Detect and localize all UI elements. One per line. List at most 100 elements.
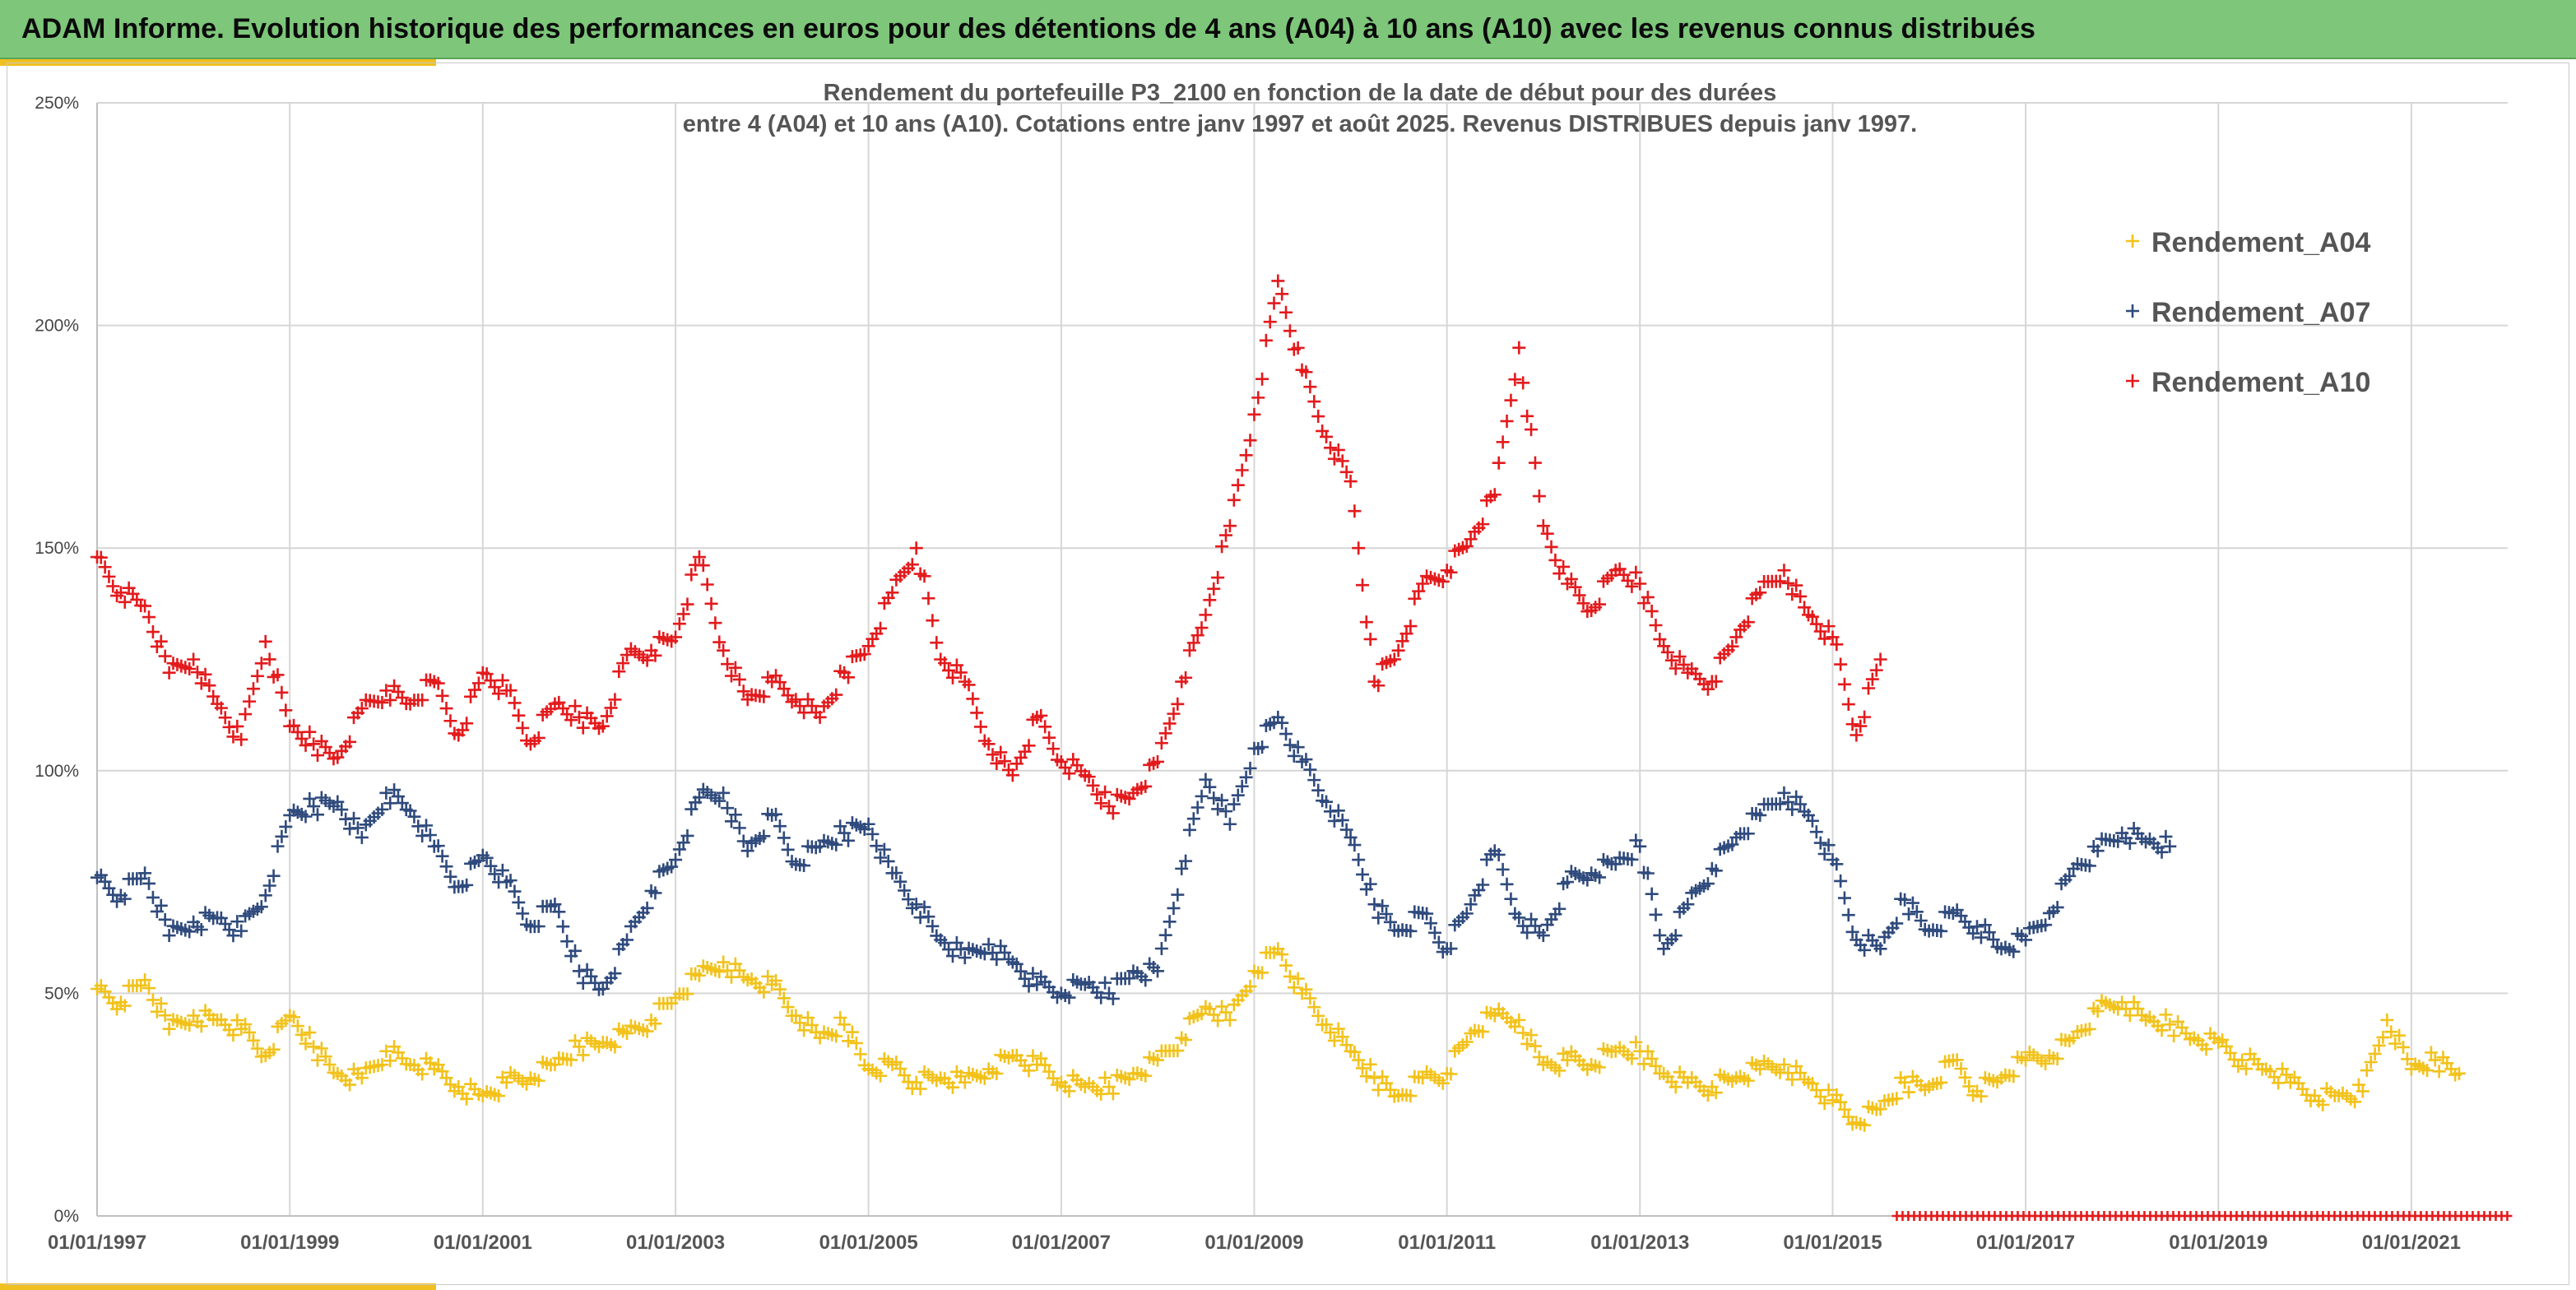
series-a04-point bbox=[2360, 1064, 2374, 1078]
series-a04-point bbox=[2091, 1005, 2105, 1019]
series-a04-point bbox=[1520, 1037, 1534, 1051]
series-a07-point bbox=[1830, 857, 1844, 871]
series-a07-point bbox=[2039, 918, 2053, 932]
series-a07-point bbox=[640, 901, 654, 915]
series-a04-point bbox=[1367, 1071, 1381, 1085]
series-a04-point bbox=[2167, 1028, 2181, 1042]
series-a10-point bbox=[464, 689, 478, 703]
series-a07-point bbox=[1195, 789, 1209, 803]
series-a10-point bbox=[531, 731, 545, 745]
series-a07-point bbox=[350, 821, 364, 835]
series-a04-point bbox=[1974, 1089, 1988, 1103]
series-a07-point bbox=[829, 838, 843, 851]
series-a07-point bbox=[1235, 779, 1249, 793]
series-a10-point bbox=[1673, 650, 1687, 664]
series-a10-point bbox=[1215, 540, 1229, 554]
series-a10-point bbox=[355, 702, 369, 716]
y-tick-label: 50% bbox=[44, 984, 79, 1003]
series-a07-point bbox=[938, 936, 952, 950]
series-a07-point bbox=[1139, 973, 1153, 987]
series-a07-point bbox=[331, 795, 345, 809]
series-a07-point bbox=[1203, 780, 1217, 794]
series-a10-point bbox=[813, 710, 827, 724]
series-a10-point bbox=[1182, 643, 1196, 657]
series-a07-point bbox=[1191, 800, 1204, 814]
series-a10-point bbox=[1777, 564, 1791, 578]
banner-title: ADAM Informe. Evolution historique des p… bbox=[21, 13, 2036, 44]
series-a10-point bbox=[226, 730, 240, 744]
series-a10-point bbox=[712, 635, 726, 649]
series-a04-point bbox=[1022, 1064, 1036, 1078]
series-a07-point bbox=[1335, 813, 1349, 827]
series-a04-point bbox=[680, 987, 694, 1001]
series-a07-point bbox=[838, 826, 852, 840]
series-a04-point bbox=[2432, 1065, 2446, 1079]
series-a10-point bbox=[1496, 435, 1510, 449]
series-a04-point bbox=[853, 1047, 867, 1061]
series-a07-point bbox=[439, 860, 453, 874]
series-a04-point bbox=[2400, 1052, 2414, 1066]
series-a10-point bbox=[243, 694, 257, 708]
series-a10-point bbox=[1729, 630, 1743, 644]
series-a04-point bbox=[1629, 1035, 1643, 1049]
series-a10-point bbox=[994, 745, 1008, 759]
series-a10-point bbox=[793, 699, 807, 713]
series-a07-point bbox=[909, 898, 923, 912]
series-a10-point bbox=[1858, 710, 1872, 724]
series-a04-point bbox=[721, 963, 735, 977]
series-a07-point bbox=[1834, 874, 1848, 888]
series-a07-point bbox=[1625, 852, 1639, 866]
series-a04-point bbox=[789, 1009, 803, 1023]
series-a10-point bbox=[383, 693, 397, 707]
series-a07-point bbox=[102, 881, 116, 895]
series-a07-point bbox=[2050, 900, 2064, 914]
series-a07-point bbox=[1287, 749, 1301, 763]
series-a07-point bbox=[1580, 873, 1594, 887]
series-a10-point bbox=[138, 599, 152, 613]
series-a04-point bbox=[572, 1040, 586, 1054]
series-a10-point bbox=[1873, 652, 1887, 666]
series-a10-point bbox=[1005, 768, 1019, 782]
series-a07-point bbox=[2082, 859, 2096, 873]
series-a10-point bbox=[777, 682, 791, 696]
series-a10-point bbox=[1243, 434, 1257, 448]
series-a04-point bbox=[1561, 1053, 1575, 1067]
series-a07-point bbox=[556, 920, 570, 934]
series-a07-point bbox=[495, 863, 509, 877]
series-a04-point bbox=[1637, 1057, 1651, 1071]
series-a07-point bbox=[1905, 896, 1919, 910]
series-a07-point bbox=[98, 875, 112, 889]
series-a10-point bbox=[1512, 341, 1526, 355]
series-a04-point bbox=[318, 1050, 332, 1064]
series-a07-point bbox=[692, 791, 706, 805]
series-a04-point bbox=[1934, 1075, 1948, 1089]
series-a07-point bbox=[1813, 836, 1827, 850]
series-a07-point bbox=[1701, 877, 1715, 891]
series-a04-point bbox=[2127, 995, 2141, 1009]
series-a04-point bbox=[2364, 1056, 2378, 1069]
series-a07-point bbox=[391, 790, 405, 804]
series-a04-point bbox=[460, 1092, 474, 1106]
series-a10-point bbox=[1363, 632, 1377, 646]
series-a10-point bbox=[569, 699, 583, 713]
series-a10-point bbox=[704, 596, 718, 610]
series-a07-point bbox=[1822, 838, 1836, 852]
series-a10-point bbox=[1171, 697, 1185, 711]
series-a10-point bbox=[1303, 380, 1317, 394]
series-a07-point bbox=[1902, 907, 1916, 921]
series-a07-point bbox=[665, 860, 679, 874]
series-a04-point bbox=[1785, 1073, 1799, 1087]
series-a04-point bbox=[797, 1023, 811, 1037]
series-a10-point bbox=[275, 685, 289, 699]
series-a04-point bbox=[648, 1017, 662, 1031]
series-a10-point bbox=[1179, 671, 1193, 684]
series-a07-point bbox=[1741, 827, 1755, 841]
series-a10-point bbox=[504, 684, 518, 698]
series-a07-point bbox=[901, 893, 915, 907]
series-a10-point bbox=[1335, 454, 1349, 468]
series-a07-point bbox=[1424, 916, 1437, 930]
series-a07-point bbox=[1789, 790, 1803, 804]
series-a04-point bbox=[2223, 1046, 2237, 1060]
series-a10-point bbox=[154, 634, 168, 648]
